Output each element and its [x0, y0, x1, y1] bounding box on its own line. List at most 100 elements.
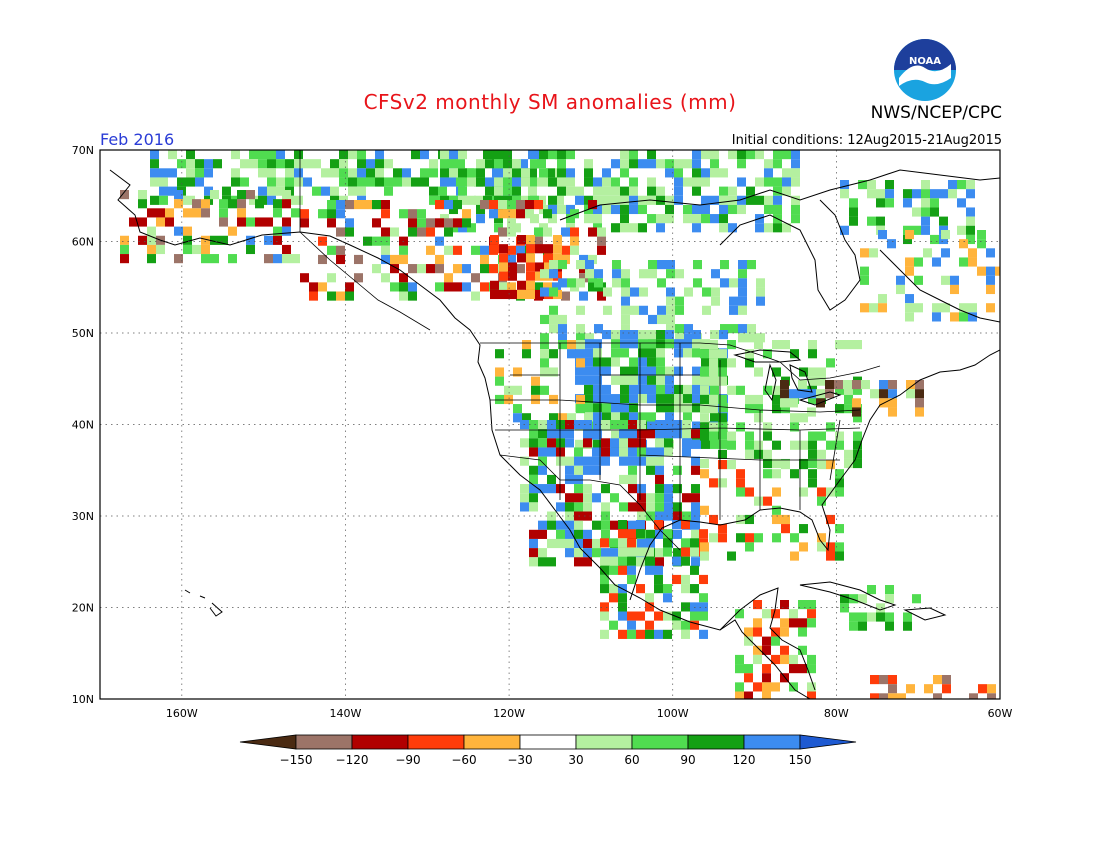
- anomaly-cell: [565, 474, 574, 485]
- anomaly-cell: [645, 620, 654, 630]
- anomaly-cell: [529, 484, 538, 494]
- anomaly-cell: [709, 431, 718, 441]
- anomaly-cell: [655, 502, 664, 512]
- anomaly-cell: [780, 398, 789, 408]
- anomaly-cell: [255, 199, 264, 209]
- anomaly-cell: [747, 260, 756, 270]
- anomaly-cell: [534, 227, 543, 237]
- anomaly-cell: [174, 254, 183, 264]
- anomaly-cell: [645, 565, 654, 575]
- anomaly-cell: [150, 177, 159, 187]
- anomaly-cell: [593, 384, 602, 395]
- anomaly-cell: [673, 529, 682, 539]
- anomaly-cell: [745, 358, 754, 368]
- anomaly-cell: [781, 460, 790, 470]
- anomaly-cell: [592, 538, 601, 549]
- anomaly-cell: [538, 456, 547, 466]
- anomaly-cell: [575, 439, 584, 449]
- anomaly-cell: [529, 474, 538, 485]
- anomaly-cell: [719, 439, 728, 449]
- anomaly-cell: [840, 180, 849, 190]
- anomaly-cell: [648, 260, 657, 270]
- anomaly-cell: [647, 214, 656, 224]
- anomaly-cell: [683, 384, 692, 395]
- anomaly-cell: [782, 177, 791, 187]
- anomaly-cell: [747, 333, 756, 343]
- anomaly-cell: [691, 520, 700, 530]
- anomaly-cell: [526, 235, 535, 245]
- state-lines: [490, 343, 861, 520]
- anomaly-cell: [592, 520, 601, 530]
- anomaly-cell: [888, 675, 897, 685]
- anomaly-cell: [773, 195, 782, 205]
- anomaly-cell: [453, 218, 462, 228]
- anomaly-cell: [629, 357, 638, 367]
- anomaly-cell: [903, 621, 912, 631]
- anomaly-cell: [789, 398, 798, 408]
- anomaly-cell: [627, 538, 636, 548]
- legend-tick-label: 90: [680, 753, 695, 767]
- anomaly-cell: [549, 324, 558, 334]
- anomaly-cell: [754, 440, 763, 450]
- anomaly-cell: [348, 150, 357, 160]
- anomaly-cell: [574, 474, 583, 485]
- anomaly-cell: [647, 357, 656, 367]
- anomaly-cell: [565, 493, 574, 503]
- anomaly-cell: [366, 177, 375, 187]
- anomaly-cell: [905, 303, 914, 313]
- anomaly-cell: [321, 168, 330, 178]
- anomaly-cell: [681, 629, 690, 639]
- anomaly-cell: [593, 339, 602, 349]
- anomaly-cell: [849, 207, 858, 217]
- anomaly-cell: [585, 260, 594, 270]
- anomaly-cell: [593, 348, 602, 358]
- anomaly-cell: [565, 438, 574, 448]
- anomaly-cell: [745, 533, 754, 543]
- anomaly-cell: [381, 200, 390, 210]
- anomaly-cell: [520, 502, 529, 512]
- anomaly-cell: [548, 204, 557, 215]
- lake-michigan: [764, 363, 777, 402]
- anomaly-cell: [637, 438, 646, 448]
- anomaly-cell: [629, 150, 638, 160]
- anomaly-cell: [844, 449, 853, 459]
- anomaly-cell: [663, 611, 672, 621]
- anomaly-cell: [691, 465, 700, 475]
- anomaly-cell: [791, 195, 800, 205]
- anomaly-cell: [692, 339, 701, 349]
- anomaly-cell: [888, 389, 897, 399]
- anomaly-cell: [553, 235, 562, 245]
- anomaly-cell: [393, 177, 402, 187]
- anomaly-cell: [490, 280, 499, 290]
- anomaly-cell: [528, 177, 537, 187]
- anomaly-cell: [860, 303, 869, 313]
- anomaly-cell: [782, 150, 791, 160]
- anomaly-cell: [129, 217, 138, 227]
- anomaly-cell: [941, 248, 950, 258]
- anomaly-cell: [610, 520, 619, 530]
- anomaly-cell: [772, 367, 781, 377]
- anomaly-cell: [693, 278, 702, 288]
- anomaly-cell: [147, 235, 156, 245]
- anomaly-cell: [538, 447, 547, 457]
- anomaly-cell: [138, 199, 147, 209]
- anomaly-cell: [674, 159, 683, 169]
- anomaly-cell: [637, 429, 646, 439]
- initial-conditions: Initial conditions: 12Aug2015-21Aug2015: [731, 133, 1002, 148]
- anomaly-cell: [933, 675, 942, 685]
- anomaly-cell: [719, 214, 728, 224]
- anomaly-cell: [579, 254, 588, 265]
- anomaly-cell: [610, 420, 619, 430]
- political-borders: [299, 150, 881, 551]
- anomaly-cell: [357, 150, 366, 160]
- anomaly-cell: [567, 340, 576, 350]
- anomaly-cell: [474, 195, 483, 205]
- anomaly-cell: [249, 159, 258, 169]
- anomaly-cell: [435, 236, 444, 246]
- anomaly-cell: [683, 339, 692, 349]
- anomaly-cell: [620, 159, 629, 169]
- anomaly-cell: [602, 403, 611, 413]
- anomaly-cell: [647, 177, 656, 187]
- anomaly-cell: [558, 260, 567, 270]
- anomaly-cell: [611, 195, 620, 205]
